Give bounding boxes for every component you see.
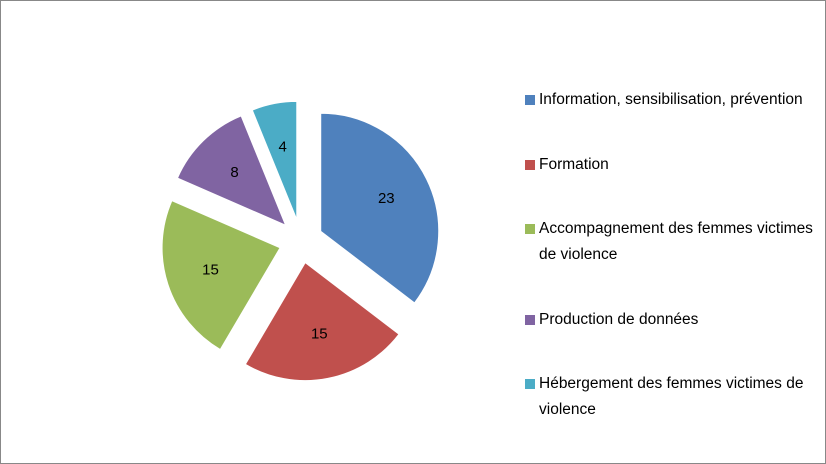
legend: Information, sensibilisation, prévention… xyxy=(525,87,815,423)
legend-swatch xyxy=(525,95,535,105)
data-label: 15 xyxy=(311,325,328,342)
pie-slice xyxy=(251,100,298,220)
data-label: 15 xyxy=(202,261,219,278)
legend-label: Accompagnement des femmes victimes de vi… xyxy=(539,220,813,263)
legend-item: Formation xyxy=(525,152,815,178)
pie-slice xyxy=(161,200,281,351)
pie-area: 23 15 15 8 4 xyxy=(161,100,440,382)
pie-slice xyxy=(244,261,400,382)
data-label: 4 xyxy=(279,139,287,156)
pie-slice xyxy=(176,115,287,227)
legend-swatch xyxy=(525,379,535,389)
pie-slice xyxy=(320,112,440,304)
legend-label: Hébergement des femmes victimes de viole… xyxy=(539,375,804,418)
data-label: 23 xyxy=(378,190,395,207)
legend-label: Production de données xyxy=(539,310,699,328)
legend-swatch xyxy=(525,159,535,170)
legend-swatch xyxy=(525,314,535,325)
legend-swatch xyxy=(525,224,535,234)
legend-label: Formation xyxy=(539,155,609,173)
legend-label: Information, sensibilisation, prévention xyxy=(539,91,803,108)
legend-item: Hébergement des femmes victimes de viole… xyxy=(525,371,815,423)
legend-item: Accompagnement des femmes victimes de vi… xyxy=(525,216,815,268)
data-label: 8 xyxy=(230,164,238,181)
legend-item: Information, sensibilisation, prévention xyxy=(525,87,815,113)
legend-item: Production de données xyxy=(525,307,815,333)
